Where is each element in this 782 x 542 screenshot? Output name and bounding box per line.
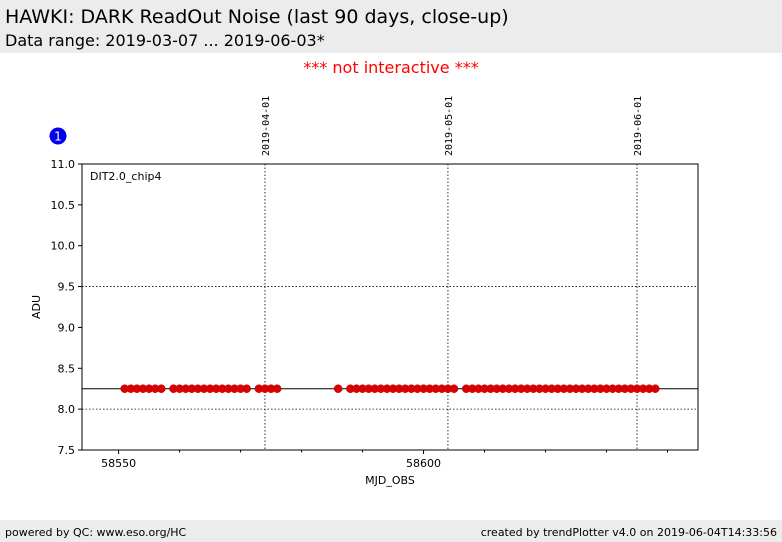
badge-number: 1 xyxy=(54,130,62,144)
y-tick-label: 8.0 xyxy=(58,403,76,416)
badge-circle xyxy=(49,127,67,145)
header-bar: HAWKI: DARK ReadOut Noise (last 90 days,… xyxy=(0,0,782,53)
plot-number-badge: 1 xyxy=(49,127,67,145)
y-tick-label: 10.0 xyxy=(51,240,76,253)
x-tick-label: 58550 xyxy=(101,457,136,470)
date-marker-label: 2019-04-01 xyxy=(261,96,272,156)
data-point xyxy=(333,384,343,393)
data-range-subtitle: Data range: 2019-03-07 ... 2019-06-03* xyxy=(5,31,325,50)
footer-bar: powered by QC: www.eso.org/HC created by… xyxy=(0,520,782,542)
y-axis-label: ADU xyxy=(30,295,43,319)
data-points xyxy=(120,384,660,393)
data-point xyxy=(242,384,251,393)
data-point xyxy=(449,384,459,393)
grid-layer xyxy=(82,286,698,410)
date-marker-label: 2019-05-01 xyxy=(444,96,455,156)
data-point xyxy=(651,384,660,393)
y-tick-label: 10.5 xyxy=(51,199,76,212)
y-tick-label: 8.5 xyxy=(58,362,76,375)
y-tick-label: 9.5 xyxy=(58,281,76,294)
y-tick-label: 9.0 xyxy=(58,321,76,334)
y-tick-label: 11.0 xyxy=(51,158,76,171)
date-marker-label: 2019-06-01 xyxy=(633,96,644,156)
data-point xyxy=(157,384,166,393)
x-axis-label: MJD_OBS xyxy=(365,474,415,487)
x-tick-label: 58600 xyxy=(406,457,441,470)
page-title: HAWKI: DARK ReadOut Noise (last 90 days,… xyxy=(5,6,509,28)
data-point xyxy=(272,384,282,393)
axes: 7.5 8.0 8.5 9.0 9.5 10.0 10.5 11.0 58550 58600 xyxy=(51,158,669,470)
not-interactive-notice: *** not interactive *** xyxy=(303,58,479,77)
plot-frame xyxy=(81,163,699,451)
panel-label: DIT2.0_chip4 xyxy=(90,170,161,183)
footer-powered-by: powered by QC: www.eso.org/HC xyxy=(5,526,187,539)
date-markers: 2019-04-01 2019-05-01 2019-06-01 xyxy=(261,96,644,450)
footer-created-by: created by trendPlotter v4.0 on 2019-06-… xyxy=(480,526,777,539)
y-tick-label: 7.5 xyxy=(58,444,76,457)
